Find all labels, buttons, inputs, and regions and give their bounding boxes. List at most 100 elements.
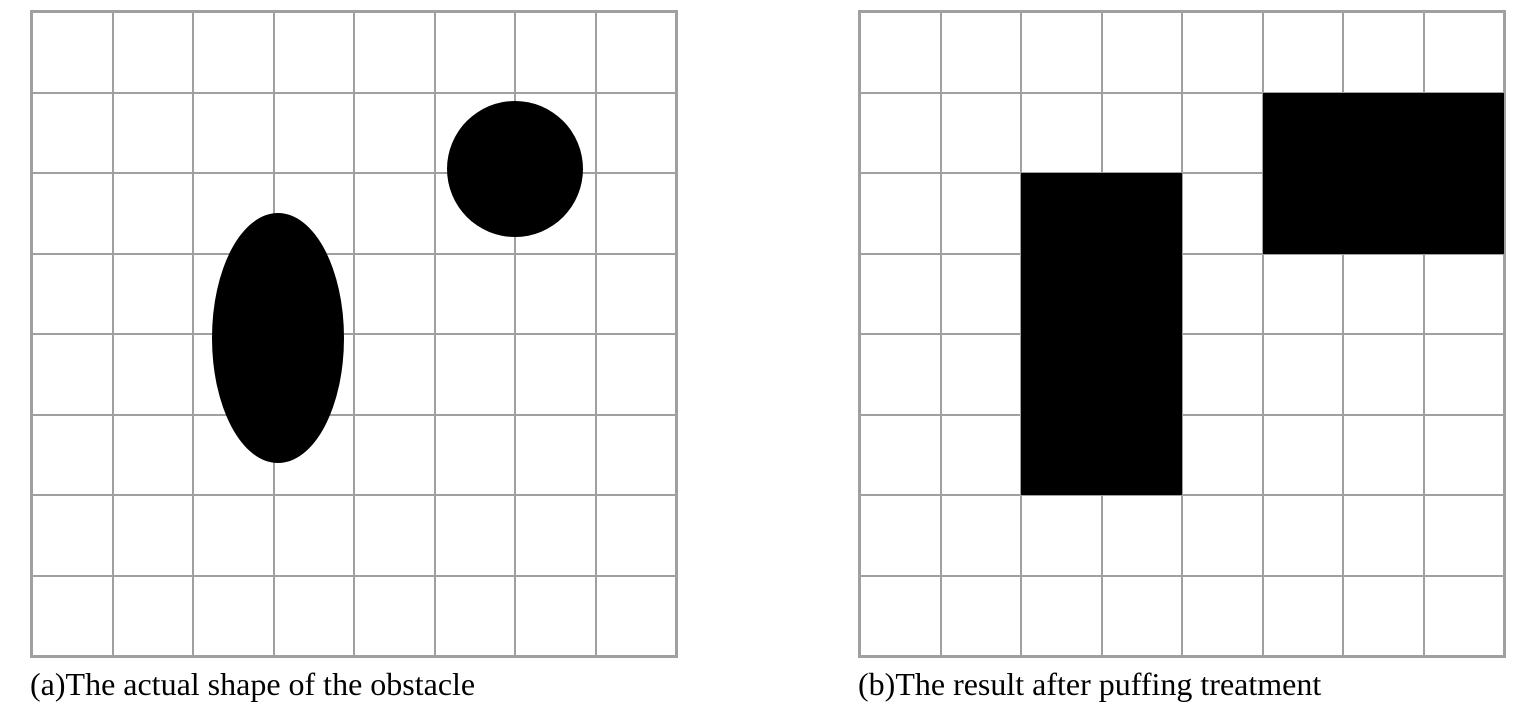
grid-cell [941, 495, 1022, 576]
grid-cell [354, 12, 435, 93]
grid-cell [32, 173, 113, 254]
grid-cell [354, 93, 435, 174]
grid-cell [1182, 334, 1263, 415]
grid-cell [1343, 495, 1424, 576]
figure-container: (a)The actual shape of the obstacle (b)T… [0, 0, 1536, 703]
grid-cell [515, 254, 596, 335]
grid-cell [515, 334, 596, 415]
grid-cell [1102, 576, 1183, 657]
grid-cell [1182, 12, 1263, 93]
grid-cell [354, 495, 435, 576]
grid-cell [1182, 495, 1263, 576]
grid-cell [1102, 495, 1183, 576]
grid-cell [354, 415, 435, 496]
grid-cell [596, 173, 677, 254]
grid-cell [113, 173, 194, 254]
grid-cell [860, 495, 941, 576]
grid-cell [354, 576, 435, 657]
grid-cell [515, 576, 596, 657]
grid-cell [515, 12, 596, 93]
grid-cell [1021, 576, 1102, 657]
grid-cell [113, 576, 194, 657]
grid-cell [274, 495, 355, 576]
grid-cell [1102, 12, 1183, 93]
grid-cell [274, 12, 355, 93]
grid-cell [435, 334, 516, 415]
grid-cell [1343, 254, 1424, 335]
grid-cell [1424, 12, 1505, 93]
grid-cell [941, 93, 1022, 174]
grid-cell [435, 495, 516, 576]
grid-cell [193, 12, 274, 93]
grid-cell [32, 93, 113, 174]
grid-cell [32, 12, 113, 93]
grid-cell [596, 334, 677, 415]
obstacle-ellipse [212, 213, 344, 463]
grid-cell [1263, 12, 1344, 93]
grid-cell [435, 254, 516, 335]
grid-cell [1182, 254, 1263, 335]
grid-cell [32, 415, 113, 496]
grid-cell [1343, 576, 1424, 657]
grid-cell [1424, 415, 1505, 496]
grid-cell [1263, 254, 1344, 335]
grid-b [858, 10, 1506, 658]
grid-cell [193, 93, 274, 174]
grid-cell [941, 334, 1022, 415]
grid-cell [32, 334, 113, 415]
grid-cell [32, 495, 113, 576]
grid-cell [860, 93, 941, 174]
grid-cell [941, 173, 1022, 254]
grid-cell [1424, 576, 1505, 657]
grid-cell [860, 415, 941, 496]
grid-cell [113, 254, 194, 335]
grid-cell [596, 576, 677, 657]
panel-a: (a)The actual shape of the obstacle [30, 10, 678, 703]
grid-cell [941, 415, 1022, 496]
grid-cell [113, 495, 194, 576]
grid-cell [1021, 93, 1102, 174]
grid-cell [860, 12, 941, 93]
grid-cell [354, 254, 435, 335]
grid-cell [1263, 415, 1344, 496]
grid-cell [1343, 415, 1424, 496]
grid-cell [113, 93, 194, 174]
grid-a [30, 10, 678, 658]
grid-cell [354, 173, 435, 254]
obstacle-ellipse [447, 101, 584, 238]
grid-cell [1182, 415, 1263, 496]
grid-cells [32, 12, 676, 656]
grid-cell [1021, 12, 1102, 93]
grid-cell [1102, 93, 1183, 174]
grid-cell [941, 12, 1022, 93]
grid-cell [354, 334, 435, 415]
panel-b: (b)The result after puffing treatment [858, 10, 1506, 703]
grid-cell [596, 12, 677, 93]
grid-cell [1182, 93, 1263, 174]
grid-cell [113, 334, 194, 415]
caption-a: (a)The actual shape of the obstacle [30, 666, 475, 703]
grid-cell [274, 93, 355, 174]
grid-cell [1424, 334, 1505, 415]
grid-cell [1182, 576, 1263, 657]
grid-cell [193, 576, 274, 657]
caption-b: (b)The result after puffing treatment [858, 666, 1321, 703]
grid-cell [113, 415, 194, 496]
grid-cell [32, 254, 113, 335]
grid-cell [596, 415, 677, 496]
grid-cell [860, 254, 941, 335]
grid-cell [941, 576, 1022, 657]
grid-cell [596, 93, 677, 174]
obstacle-rect [1021, 173, 1182, 495]
grid-cell [1424, 254, 1505, 335]
grid-cell [274, 576, 355, 657]
grid-cell [515, 415, 596, 496]
grid-cell [193, 495, 274, 576]
grid-cell [435, 12, 516, 93]
grid-cell [1263, 334, 1344, 415]
grid-cell [1263, 495, 1344, 576]
grid-cell [941, 254, 1022, 335]
grid-cell [1263, 576, 1344, 657]
obstacle-rect [1263, 93, 1505, 254]
grid-cell [515, 495, 596, 576]
